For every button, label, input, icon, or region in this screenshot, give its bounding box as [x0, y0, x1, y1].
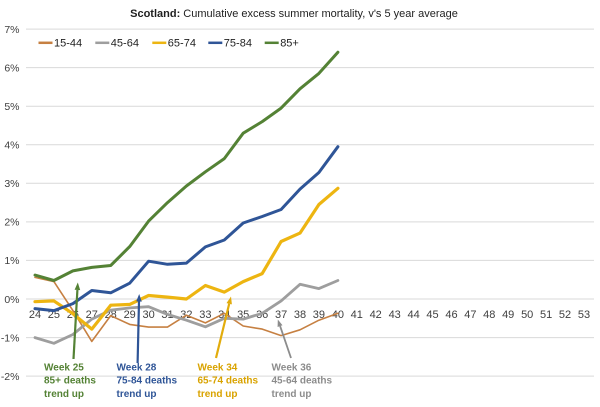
- svg-text:53: 53: [578, 309, 590, 321]
- svg-text:0%: 0%: [4, 294, 19, 306]
- svg-text:50: 50: [521, 309, 533, 321]
- svg-text:37: 37: [275, 309, 287, 321]
- svg-text:48: 48: [483, 309, 495, 321]
- svg-text:1%: 1%: [4, 255, 19, 267]
- svg-text:-1%: -1%: [1, 332, 20, 344]
- svg-text:Week 34: Week 34: [198, 363, 238, 374]
- svg-text:Week 28: Week 28: [117, 363, 157, 374]
- svg-text:43: 43: [389, 309, 401, 321]
- svg-text:41: 41: [351, 309, 363, 321]
- svg-text:trend up: trend up: [117, 389, 157, 400]
- svg-text:52: 52: [559, 309, 571, 321]
- svg-text:trend up: trend up: [44, 389, 84, 400]
- svg-text:6%: 6%: [4, 62, 19, 74]
- svg-text:49: 49: [502, 309, 514, 321]
- svg-text:75-84: 75-84: [224, 38, 252, 50]
- svg-text:3%: 3%: [4, 178, 19, 190]
- svg-text:45-64 deaths: 45-64 deaths: [272, 376, 333, 387]
- svg-text:Scotland: Cumulative excess su: Scotland: Cumulative excess summer morta…: [130, 8, 458, 20]
- svg-text:33: 33: [199, 309, 211, 321]
- svg-text:42: 42: [370, 309, 382, 321]
- svg-text:24: 24: [29, 309, 41, 321]
- svg-text:38: 38: [294, 309, 306, 321]
- svg-text:46: 46: [445, 309, 457, 321]
- svg-text:44: 44: [407, 309, 419, 321]
- svg-text:51: 51: [540, 309, 552, 321]
- svg-text:25: 25: [48, 309, 60, 321]
- svg-text:29: 29: [124, 309, 136, 321]
- svg-text:45: 45: [426, 309, 438, 321]
- svg-text:65-74: 65-74: [168, 38, 196, 50]
- svg-text:trend up: trend up: [272, 389, 312, 400]
- svg-text:Week 25: Week 25: [44, 363, 84, 374]
- svg-text:-2%: -2%: [1, 371, 20, 383]
- svg-text:7%: 7%: [4, 24, 19, 36]
- svg-text:trend up: trend up: [198, 389, 238, 400]
- svg-text:85+: 85+: [280, 38, 299, 50]
- svg-text:65-74 deaths: 65-74 deaths: [198, 376, 259, 387]
- svg-text:75-84 deaths: 75-84 deaths: [117, 376, 178, 387]
- svg-text:2%: 2%: [4, 217, 19, 229]
- svg-text:Week 36: Week 36: [272, 363, 312, 374]
- svg-text:39: 39: [313, 309, 325, 321]
- svg-text:40: 40: [332, 309, 344, 321]
- svg-text:47: 47: [464, 309, 476, 321]
- svg-text:15-44: 15-44: [54, 38, 82, 50]
- svg-text:85+ deaths: 85+ deaths: [44, 376, 96, 387]
- svg-text:4%: 4%: [4, 140, 19, 152]
- svg-text:5%: 5%: [4, 101, 19, 113]
- svg-text:45-64: 45-64: [111, 38, 139, 50]
- svg-text:30: 30: [142, 309, 154, 321]
